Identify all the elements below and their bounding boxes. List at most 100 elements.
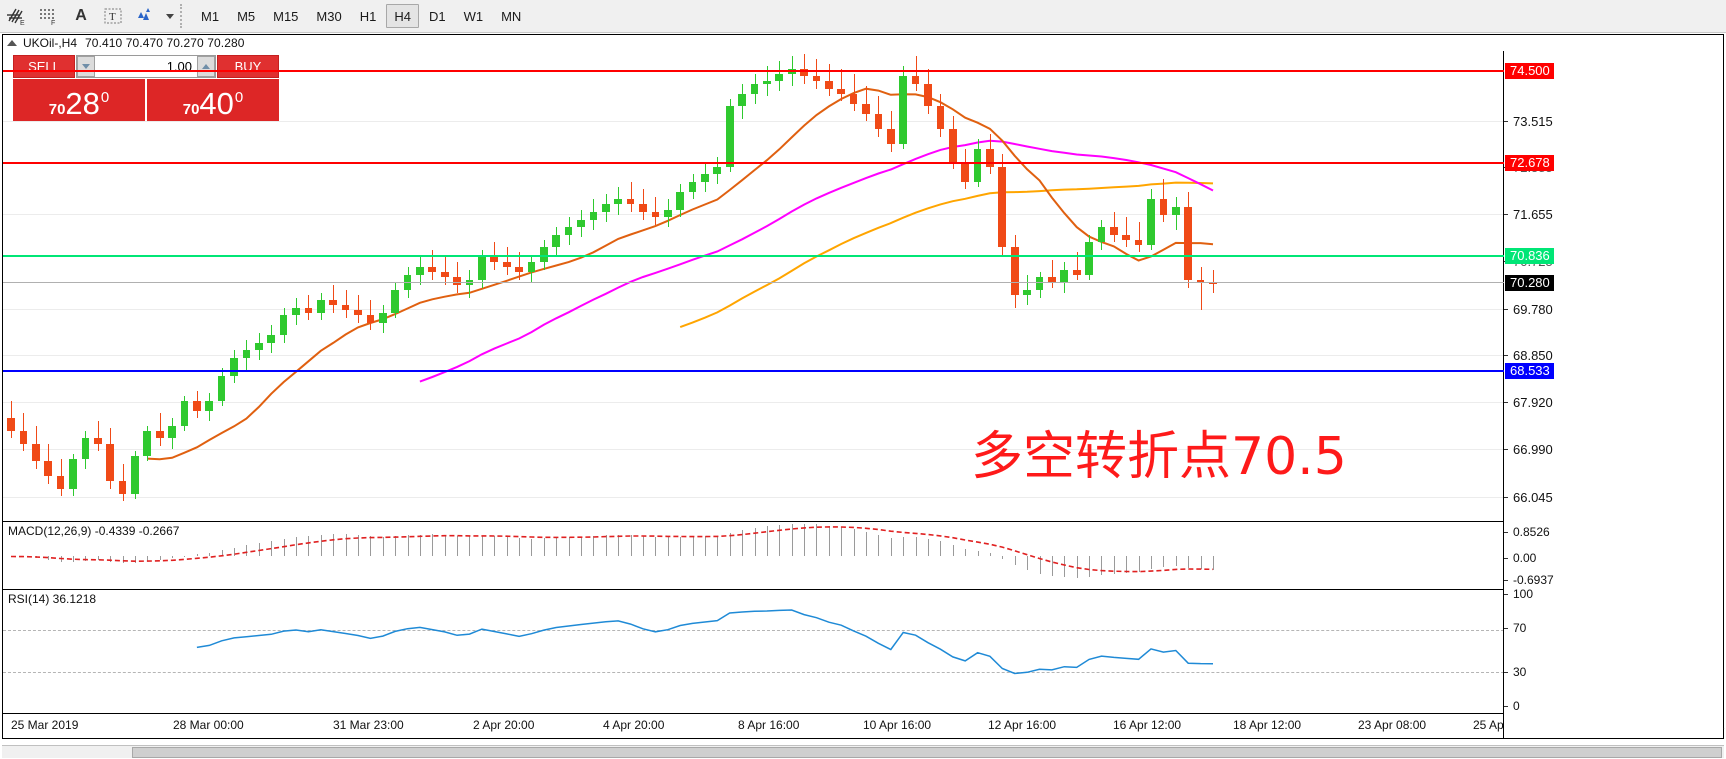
sell-price-sup: 0 [100,89,110,106]
timeframe-m1[interactable]: M1 [201,8,220,24]
level-line-mid-resistance[interactable] [3,161,1504,164]
macd-histogram-bar [271,541,272,557]
level-line-pivot-support[interactable] [3,254,1504,257]
macd-histogram-bar [990,552,991,557]
volume-stepper[interactable]: 1.00 [76,55,216,78]
candle-body [242,350,251,358]
time-label: 25 Mar 2019 [11,718,79,732]
price-axis[interactable]: 73.515 71.655 69.780 68.850 67.920 66.990 66.0… [1503,51,1723,738]
candle-body [1171,207,1180,215]
candle-body [316,300,325,313]
candle-body [1085,242,1093,275]
candle-body [366,315,375,323]
objects-icon[interactable] [130,2,160,30]
sell-price-box[interactable]: 70 28 0 [13,79,145,121]
candle-wick [1027,274,1028,306]
macd-histogram-bar [395,536,396,557]
timeframe-mn[interactable]: MN [501,8,522,24]
candle-wick [1077,252,1078,280]
sell-button[interactable]: SELL [13,55,75,78]
buy-price-box[interactable]: 70 40 0 [147,79,279,121]
candle-body [428,267,437,273]
timeframe-h1[interactable]: H1 [359,8,377,24]
candle-body [924,83,932,107]
candle-body [1184,207,1193,280]
level-line-upper-resistance[interactable] [3,70,1504,73]
macd-histogram-bar [48,556,49,561]
time-label: 18 Apr 12:00 [1233,718,1302,732]
macd-histogram-bar [531,538,532,557]
timeframe-w1[interactable]: W1 [463,8,484,24]
grid-icon[interactable]: F [34,2,64,30]
macd-histogram-bar [98,556,99,561]
level-line-current-price[interactable] [3,282,1504,284]
macd-histogram-bar [172,556,173,559]
volume-increase-button[interactable] [197,56,215,77]
one-click-trading-panel[interactable]: SELL 1.00 BUY 70 28 0 [13,55,279,121]
time-axis[interactable]: 25 Mar 2019 28 Mar 00:00 31 Mar 23:00 2 Apr… [3,713,1726,738]
macd-histogram-bar [742,530,743,557]
macd-histogram-bar [135,556,136,563]
candle-body [986,149,994,167]
price-tick: 66.990 [1504,442,1553,457]
candle-body [874,113,883,129]
rsi-tick: 30 [1504,665,1526,680]
candle-body [663,209,672,218]
rsi-level-line [3,629,1504,631]
text-label-icon[interactable]: T [98,2,128,30]
macd-histogram-bar [1002,556,1003,559]
toolbar-separator [180,4,188,28]
candle-body [825,81,833,89]
timeframe-m5[interactable]: M5 [237,8,256,24]
macd-pane[interactable]: MACD(12,26,9) -0.4339 -0.2667 [3,521,1504,587]
macd-histogram-bar [209,552,210,557]
sell-price-prefix: 70 [48,101,66,118]
candle-wick [1126,217,1127,248]
volume-decrease-button[interactable] [77,56,95,77]
macd-histogram-bar [1040,556,1041,574]
rsi-pane[interactable]: RSI(14) 36.1218 [3,589,1504,711]
objects-dropdown-icon[interactable] [162,2,176,30]
candle-body [416,267,424,275]
horizontal-scrollbar[interactable] [2,745,1724,758]
text-tool-icon[interactable]: A [75,7,87,24]
candle-body [7,418,15,431]
candle-body [738,93,746,107]
candle-body [515,267,523,273]
price-tick: 71.655 [1504,207,1553,222]
time-label: 4 Apr 20:00 [603,718,665,732]
candle-body [961,161,969,182]
chart-templates-icon[interactable]: E [2,2,32,30]
timeframe-h4[interactable]: H4 [386,4,419,28]
candle-body [775,73,784,82]
candle-body [701,174,709,182]
price-badge: 70.280 [1505,275,1554,292]
timeframe-m15[interactable]: M15 [273,8,299,24]
macd-histogram-bar [655,536,656,557]
candle-body [1060,269,1069,283]
level-line-lower-support[interactable] [3,370,1504,373]
macd-histogram-bar [73,556,74,563]
buy-button[interactable]: BUY [217,55,279,78]
candle-body [812,76,821,82]
macd-histogram-bar [792,523,793,557]
macd-histogram-bar [346,534,347,557]
candle-body [391,290,399,313]
price-gridline [3,496,1504,498]
macd-histogram-bar [878,534,879,557]
time-label: 31 Mar 23:00 [333,718,404,732]
candle-body [230,357,238,376]
chart-frame: UKOil-,H4 70.410 70.470 70.270 70.280 MA… [2,34,1726,739]
collapse-icon[interactable] [7,40,17,46]
macd-histogram-bar [730,532,731,557]
macd-histogram-bar [965,549,966,557]
macd-histogram-bar [110,556,111,562]
candle-body [56,476,65,489]
candle-body [589,212,598,220]
timeframe-m30[interactable]: M30 [316,8,342,24]
scrollbar-thumb[interactable] [132,747,1722,758]
timeframe-d1[interactable]: D1 [428,8,446,24]
candle-body [1159,199,1168,215]
candle-body [614,199,623,205]
candle-body [1122,234,1131,240]
